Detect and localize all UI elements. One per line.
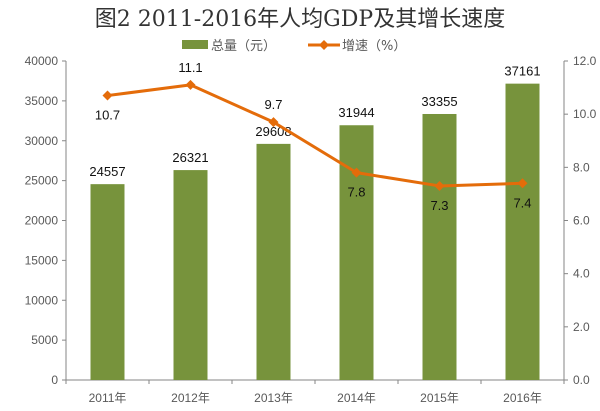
x-tick-label: 2015年 (420, 391, 459, 405)
growth-data-label: 7.4 (513, 195, 531, 210)
left-tick-label: 10000 (25, 293, 59, 307)
left-tick-label: 15000 (25, 253, 59, 267)
growth-data-label: 10.7 (95, 108, 120, 123)
bar (339, 125, 374, 380)
right-tick-label: 0.0 (573, 373, 590, 387)
legend-bar-swatch (182, 40, 208, 49)
bar-data-label: 37161 (504, 64, 540, 79)
x-tick-label: 2013年 (254, 391, 293, 405)
growth-marker (434, 180, 445, 191)
legend-line-marker (319, 40, 329, 50)
bar-data-label: 24557 (89, 164, 125, 179)
growth-marker (268, 117, 279, 128)
right-tick-label: 10.0 (573, 107, 597, 121)
legend-bar-label: 总量（元） (211, 39, 276, 54)
x-tick-label: 2014年 (337, 391, 376, 405)
right-tick-label: 8.0 (573, 160, 590, 174)
bar (505, 83, 540, 380)
legend: 总量（元） 增速（%） (182, 39, 406, 54)
left-tick-label: 5000 (31, 333, 58, 347)
growth-data-label: 7.8 (347, 185, 365, 200)
growth-marker (185, 79, 196, 90)
legend-line-label: 增速（%） (342, 39, 406, 54)
x-tick-label: 2016年 (503, 391, 542, 405)
left-tick-label: 35000 (25, 94, 59, 108)
bar-data-label: 31944 (338, 105, 374, 120)
growth-line (107, 83, 523, 188)
growth-marker (102, 90, 113, 101)
right-tick-label: 12.0 (573, 54, 597, 68)
right-tick-label: 2.0 (573, 320, 590, 334)
bar (256, 143, 291, 380)
right-tick-label: 4.0 (573, 267, 590, 281)
growth-data-label: 7.3 (430, 198, 448, 213)
bar (173, 170, 208, 380)
left-tick-label: 40000 (25, 54, 59, 68)
x-tick-label: 2012年 (171, 391, 210, 405)
left-tick-label: 25000 (25, 174, 59, 188)
growth-marker (517, 178, 528, 189)
left-tick-label: 30000 (25, 134, 59, 148)
chart-title: 图2 2011-2016年人均GDP及其增长速度 (95, 7, 505, 32)
growth-data-label: 9.7 (264, 97, 282, 112)
bar (422, 113, 457, 381)
right-tick-label: 6.0 (573, 214, 590, 228)
bar-data-label: 26321 (172, 150, 208, 165)
bar (90, 184, 125, 380)
left-tick-label: 0 (51, 373, 58, 387)
left-tick-label: 20000 (25, 214, 59, 228)
growth-data-label: 11.1 (178, 60, 202, 75)
growth-marker (351, 167, 362, 178)
bar-data-label: 33355 (421, 94, 457, 109)
x-tick-label: 2011年 (89, 391, 127, 405)
